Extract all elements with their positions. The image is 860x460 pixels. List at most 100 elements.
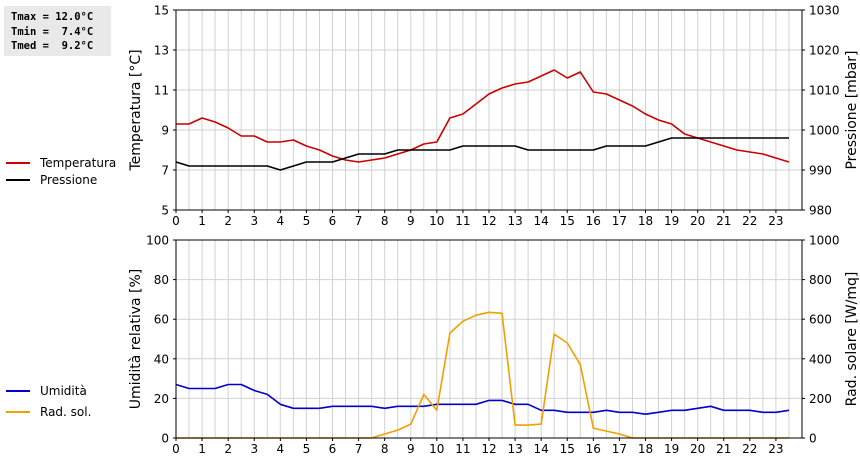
y2-tick-label: 990 [809, 164, 832, 178]
x-tick-label: 6 [329, 214, 337, 228]
x-tick-label: 9 [407, 214, 415, 228]
series-line-top-1 [175, 137, 789, 171]
y2-tick-label: 1010 [809, 84, 840, 98]
y-tick-label: 100 [146, 234, 169, 248]
y2-tick-label: 200 [809, 392, 832, 406]
x-tick-label: 2 [224, 442, 232, 456]
x-tick-label: 19 [664, 442, 679, 456]
legend-item-temperatura: Temperatura [6, 154, 116, 171]
y-tick-label: 20 [154, 392, 169, 406]
tmax-label: Tmax = 12.0°C [11, 11, 94, 23]
series-line-top-0 [176, 69, 790, 163]
y-axis-label-top: Temperatura [°C] [128, 49, 144, 171]
x-tick-label: 23 [768, 214, 783, 228]
x-tick-label: 5 [303, 214, 311, 228]
x-tick-label: 11 [455, 442, 470, 456]
x-tick-label: 5 [303, 442, 311, 456]
legend-item-umidita: Umidità [6, 380, 91, 401]
x-tick-label: 7 [355, 442, 363, 456]
series-line-bottom-0 [175, 383, 790, 416]
y2-tick-label: 1000 [809, 234, 840, 248]
x-tick-label: 14 [534, 442, 549, 456]
y2-tick-label: 1020 [809, 44, 840, 58]
x-tick-label: 13 [507, 214, 522, 228]
x-tick-label: 14 [534, 214, 549, 228]
y-tick-label: 13 [154, 44, 169, 58]
x-tick-label: 12 [481, 442, 496, 456]
y-tick-label: 15 [154, 4, 169, 18]
x-tick-label: 12 [481, 214, 496, 228]
y2-tick-label: 800 [809, 273, 832, 287]
x-tick-label: 18 [638, 214, 653, 228]
y2-tick-label: 0 [809, 432, 817, 446]
x-tick-label: 22 [742, 442, 757, 456]
x-tick-label: 1 [198, 442, 206, 456]
x-tick-label: 21 [716, 214, 731, 228]
y-tick-label: 5 [161, 204, 169, 218]
y2-tick-label: 400 [809, 352, 832, 366]
y-tick-label: 11 [154, 84, 169, 98]
x-tick-label: 8 [381, 442, 389, 456]
x-tick-label: 3 [250, 442, 258, 456]
legend-label-radsol: Rad. sol. [40, 404, 92, 419]
legend-top: Temperatura Pressione [6, 154, 116, 188]
x-tick-label: 9 [407, 442, 415, 456]
legend-item-pressione: Pressione [6, 171, 116, 188]
x-tick-label: 7 [355, 214, 363, 228]
x-tick-label: 11 [455, 214, 470, 228]
legend-swatch-umidita [6, 389, 30, 392]
y2-tick-label: 1030 [809, 4, 840, 18]
x-tick-label: 20 [690, 214, 705, 228]
tmin-label: Tmin = 7.4°C [11, 25, 94, 38]
legend-item-radsol: Rad. sol. [6, 401, 91, 422]
series-line-bottom-1 [176, 311, 789, 439]
y2-tick-label: 600 [809, 313, 832, 327]
x-tick-label: 18 [638, 442, 653, 456]
y-tick-label: 60 [154, 313, 169, 327]
x-tick-label: 4 [276, 214, 284, 228]
legend-label-pressione: Pressione [40, 172, 98, 187]
x-tick-label: 10 [429, 442, 444, 456]
x-tick-label: 23 [768, 442, 783, 456]
x-tick-label: 2 [224, 214, 232, 228]
x-tick-label: 0 [172, 442, 180, 456]
x-tick-label: 0 [172, 214, 180, 228]
stats-box: Tmax = 12.0°C Tmin = 7.4°C Tmed = 9.2°C [4, 6, 111, 56]
y-tick-label: 40 [154, 352, 169, 366]
x-tick-label: 4 [276, 442, 284, 456]
x-tick-label: 15 [560, 442, 575, 456]
x-tick-label: 13 [507, 442, 522, 456]
legend-swatch-temperatura [6, 161, 30, 164]
x-tick-label: 6 [329, 442, 337, 456]
x-tick-label: 1 [198, 214, 206, 228]
x-tick-label: 16 [586, 214, 601, 228]
x-tick-label: 8 [381, 214, 389, 228]
y-tick-label: 0 [161, 432, 169, 446]
legend-swatch-pressione [6, 178, 30, 181]
legend-label-temperatura: Temperatura [40, 155, 117, 170]
x-tick-label: 22 [742, 214, 757, 228]
chart-bottom: 0 1 2 3 4 5 6 7 8 9 10 11 12 13 14 15 16 17 18 19 20 21 22 2302… [128, 234, 860, 457]
y2-axis-label-bottom: Rad. solare [W/mq] [844, 272, 860, 407]
x-tick-label: 17 [612, 214, 627, 228]
chart-top: 0 1 2 3 4 5 6 7 8 9 10 11 12 13 14 15 16 17 18 19 20 21 22 2357… [128, 4, 860, 229]
y-tick-label: 7 [161, 164, 169, 178]
x-tick-label: 21 [716, 442, 731, 456]
legend-label-umidita: Umidità [40, 383, 87, 398]
y-tick-label: 9 [161, 124, 169, 138]
y2-tick-label: 980 [809, 204, 832, 218]
legend-swatch-radsol [6, 410, 30, 413]
y-tick-label: 80 [154, 273, 169, 287]
x-tick-label: 20 [690, 442, 705, 456]
y2-axis-label-top: Pressione [mbar] [844, 50, 860, 169]
y2-tick-label: 1000 [809, 124, 840, 138]
x-tick-label: 17 [612, 442, 627, 456]
x-tick-label: 15 [560, 214, 575, 228]
tmed-label: Tmed = 9.2°C [11, 40, 94, 52]
legend-bottom: Umidità Rad. sol. [6, 380, 91, 422]
x-tick-label: 19 [664, 214, 679, 228]
x-tick-label: 10 [429, 214, 444, 228]
y-axis-label-bottom: Umidità relativa [%] [128, 269, 144, 410]
x-tick-label: 16 [586, 442, 601, 456]
